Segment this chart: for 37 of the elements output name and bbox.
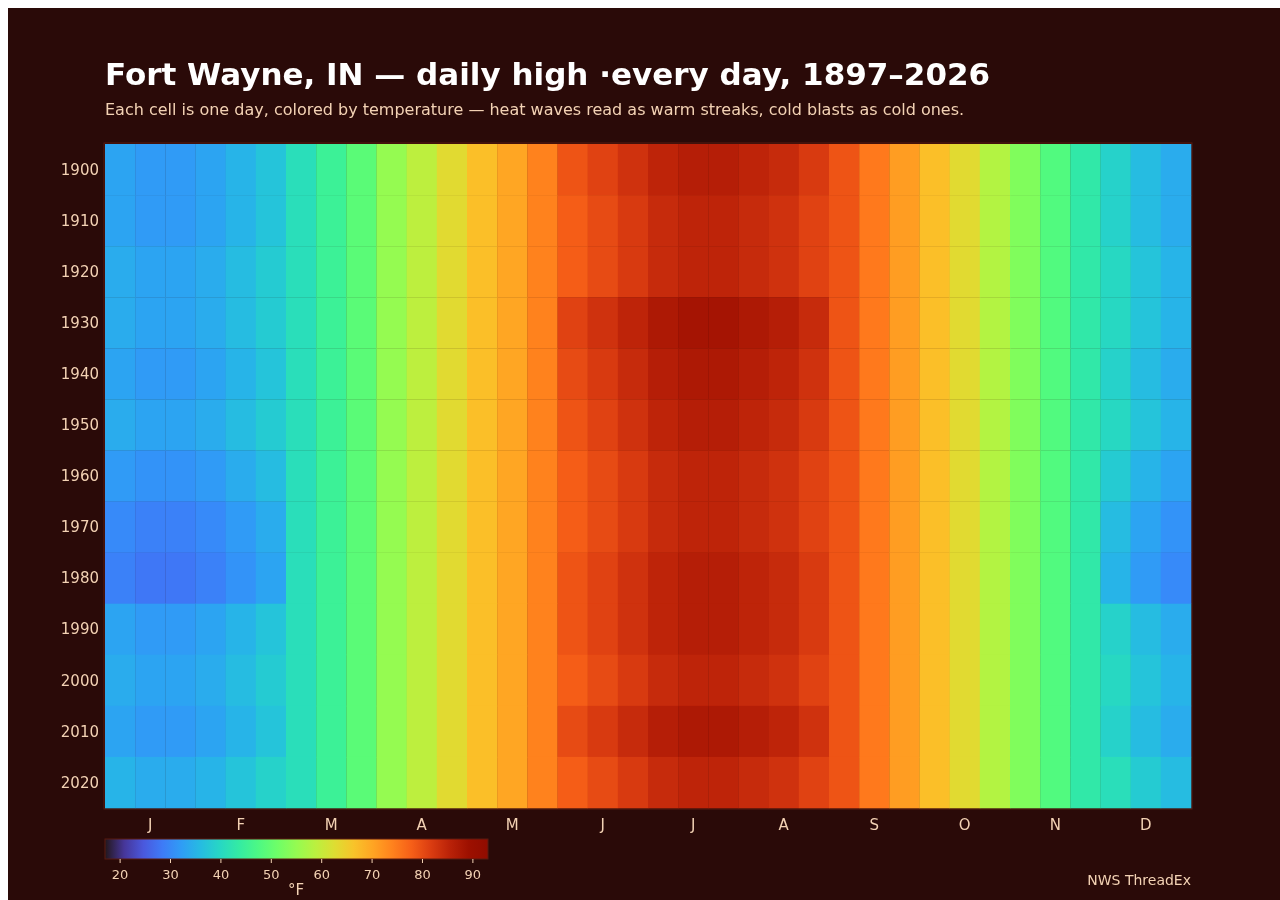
x-tick-label: J (147, 816, 153, 834)
y-tick-label: 1910 (60, 211, 99, 230)
color-bar-label: 50 (263, 867, 280, 882)
x-tick-label: J (599, 816, 605, 834)
x-tick-label: D (1139, 816, 1152, 834)
y-tick-label: 2020 (60, 773, 99, 792)
color-bar-label: 40 (212, 867, 230, 882)
color-bar-label: 80 (414, 867, 431, 882)
x-tick-label: N (1049, 816, 1061, 834)
color-bar-title: °F (287, 881, 305, 899)
y-tick-label: 1920 (60, 262, 99, 281)
y-tick-label: 1950 (60, 416, 99, 435)
text: NWS ThreadEx (1087, 872, 1191, 888)
x-tick-label: A (778, 816, 790, 834)
y-tick-label: 1930 (60, 314, 99, 333)
y-tick-label: 1990 (60, 620, 99, 639)
x-tick-label: S (869, 816, 880, 834)
y-tick-label: 2010 (60, 722, 99, 741)
x-tick-label: O (958, 816, 971, 834)
x-tick-label: M (324, 816, 338, 834)
x-tick-label: M (505, 816, 519, 834)
x-tick-label: F (236, 816, 246, 834)
y-tick-label: 1940 (60, 365, 99, 384)
color-bar-label: 30 (162, 867, 179, 882)
y-tick-label: 1970 (60, 518, 99, 537)
y-tick-label: 1980 (60, 569, 99, 588)
y-tick-label: 2000 (60, 671, 99, 690)
y-tick-label: 1960 (60, 467, 99, 486)
chart-title: Fort Wayne, IN — daily high ·every day, 1897–2026 (105, 56, 991, 92)
color-bar-label: 70 (363, 867, 381, 882)
x-tick-label: A (416, 816, 428, 834)
chart-subtitle: Each cell is one day, colored by temperature — heat waves read as warm streaks, cold blasts as cold ones. (105, 100, 965, 119)
color-bar-label: 60 (313, 867, 330, 882)
color-bar-label: 90 (464, 867, 482, 882)
y-tick-label: 1900 (60, 160, 99, 179)
x-tick-label: J (690, 816, 696, 834)
color-bar-label: 20 (111, 867, 129, 882)
